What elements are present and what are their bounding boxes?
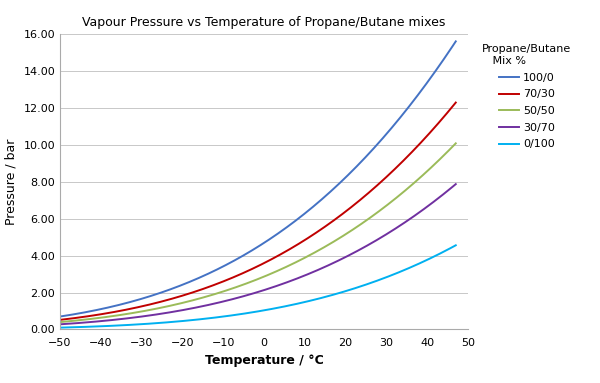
100/0 — [56, 314, 64, 319]
70/30 — [452, 100, 460, 105]
Line: 100/0: 100/0 — [60, 41, 456, 316]
0/100 — [443, 248, 450, 253]
70/30 — [443, 112, 450, 116]
70/30 — [56, 318, 64, 322]
0/100 — [381, 276, 388, 280]
30/70 — [247, 292, 254, 296]
50/50 — [56, 320, 64, 324]
0/100 — [244, 311, 251, 315]
Legend: 100/0, 70/30, 50/50, 30/70, 0/100: 100/0, 70/30, 50/50, 30/70, 0/100 — [478, 40, 576, 154]
30/70 — [271, 285, 278, 289]
30/70 — [452, 182, 460, 187]
30/70 — [443, 190, 450, 194]
Y-axis label: Pressure / bar: Pressure / bar — [5, 139, 18, 225]
100/0 — [247, 249, 254, 254]
Line: 50/50: 50/50 — [60, 143, 456, 322]
50/50 — [247, 280, 254, 284]
100/0 — [381, 134, 388, 139]
Line: 30/70: 30/70 — [60, 184, 456, 324]
0/100 — [271, 306, 278, 311]
100/0 — [271, 234, 278, 239]
30/70 — [292, 277, 299, 282]
50/50 — [381, 205, 388, 210]
50/50 — [292, 260, 299, 265]
30/70 — [381, 233, 388, 238]
50/50 — [271, 270, 278, 275]
70/30 — [381, 177, 388, 181]
30/70 — [56, 322, 64, 327]
70/30 — [271, 255, 278, 260]
X-axis label: Temperature / °C: Temperature / °C — [205, 354, 323, 367]
70/30 — [244, 268, 251, 273]
0/100 — [56, 325, 64, 330]
50/50 — [443, 151, 450, 155]
50/50 — [452, 141, 460, 146]
Title: Vapour Pressure vs Temperature of Propane/Butane mixes: Vapour Pressure vs Temperature of Propan… — [82, 16, 446, 29]
100/0 — [443, 53, 450, 58]
100/0 — [292, 218, 299, 223]
Line: 0/100: 0/100 — [60, 245, 456, 327]
0/100 — [452, 243, 460, 247]
100/0 — [452, 39, 460, 44]
30/70 — [244, 293, 251, 297]
50/50 — [244, 281, 251, 285]
70/30 — [292, 244, 299, 248]
100/0 — [244, 250, 251, 255]
70/30 — [247, 267, 254, 272]
Line: 70/30: 70/30 — [60, 103, 456, 320]
0/100 — [292, 302, 299, 306]
0/100 — [247, 310, 254, 315]
